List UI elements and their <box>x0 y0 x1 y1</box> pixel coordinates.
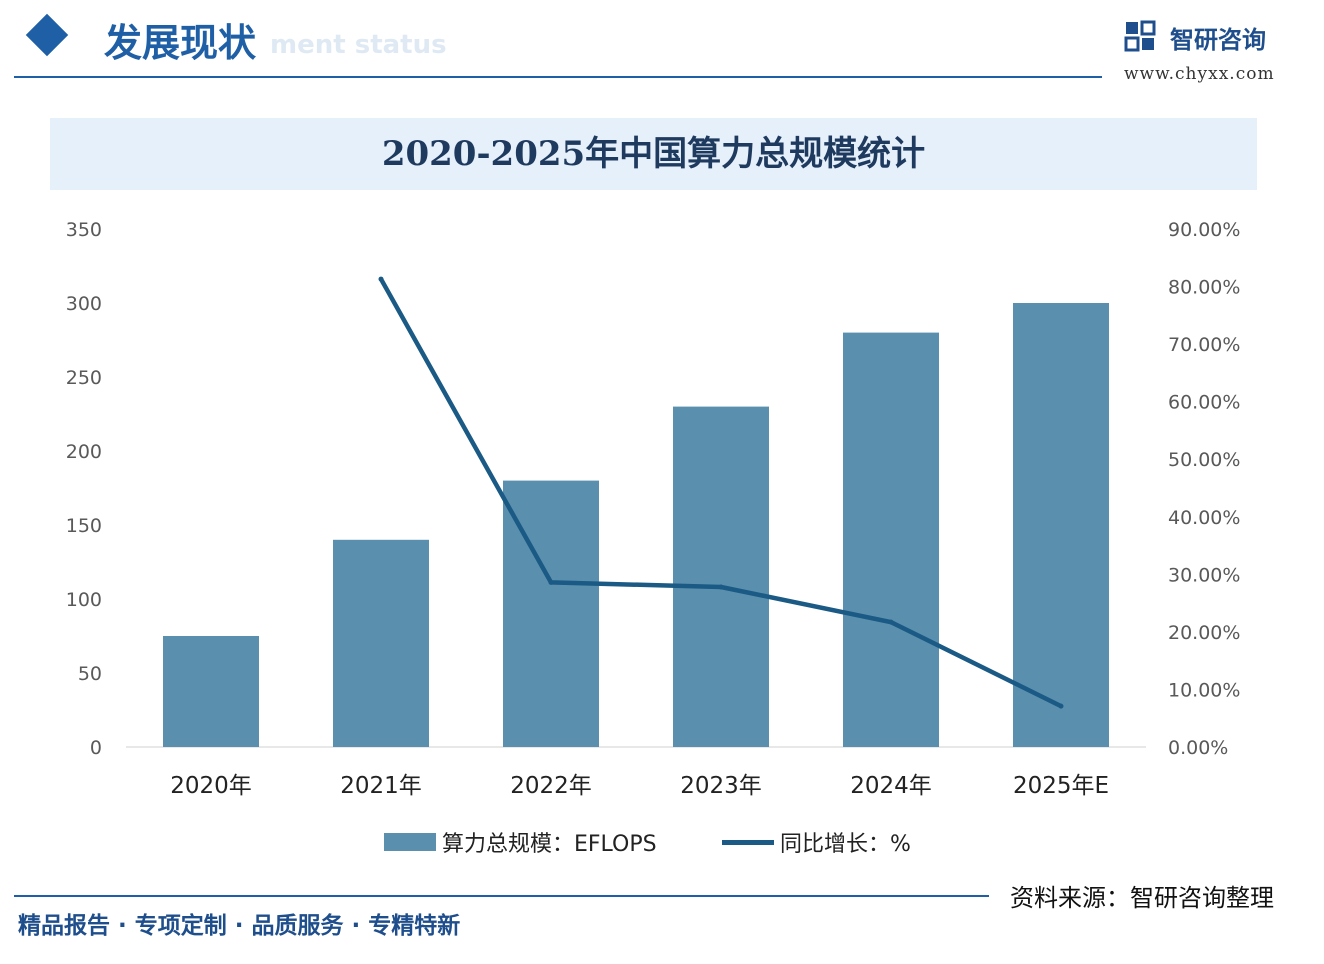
bar <box>673 406 769 747</box>
bar <box>1013 303 1109 747</box>
growth-point <box>888 619 894 625</box>
header: ment status 发展现状 智研咨询 www.chyxx.com <box>0 0 1324 90</box>
y-right-tick-label: 0.00% <box>1168 737 1228 759</box>
legend-item-line: 同比增长：% <box>722 826 911 858</box>
legend-item-bar: 算力总规模：EFLOPS <box>384 826 657 858</box>
x-tick-label: 2025年E <box>1013 773 1109 799</box>
y-right-tick-label: 40.00% <box>1168 507 1240 529</box>
y-left-tick-label: 0 <box>90 737 102 759</box>
y-right-tick-label: 20.00% <box>1168 622 1240 644</box>
legend-label-line: 同比增长：% <box>780 832 911 857</box>
y-left-tick-label: 50 <box>78 663 102 685</box>
y-right-tick-label: 10.00% <box>1168 679 1240 701</box>
logo-url: www.chyxx.com <box>1124 64 1275 84</box>
legend-label-bar: 算力总规模：EFLOPS <box>442 832 657 857</box>
x-tick-label: 2020年 <box>170 773 252 799</box>
x-tick-label: 2024年 <box>850 773 932 799</box>
growth-point <box>548 579 554 585</box>
y-right-tick-label: 70.00% <box>1168 334 1240 356</box>
legend-swatch-bar <box>384 833 436 851</box>
source-note: 资料来源：智研咨询整理 <box>1010 884 1274 912</box>
section-subtitle: ment status <box>270 30 447 60</box>
y-left-tick-label: 350 <box>66 219 102 241</box>
header-divider <box>14 76 1102 78</box>
y-right-tick-label: 80.00% <box>1168 277 1240 299</box>
logo-text: 智研咨询 <box>1170 26 1266 54</box>
bar <box>163 636 259 747</box>
bar <box>843 332 939 747</box>
y-left-tick-label: 100 <box>66 589 102 611</box>
chart-title-banner: 2020-2025年中国算力总规模统计 <box>50 118 1257 190</box>
y-right-tick-label: 50.00% <box>1168 449 1240 471</box>
y-right-tick-label: 60.00% <box>1168 392 1240 414</box>
y-left-tick-label: 250 <box>66 367 102 389</box>
growth-point <box>1058 703 1064 709</box>
x-tick-label: 2023年 <box>680 773 762 799</box>
chart: 0 50 100 150 200 250 300 350 0.00% 10.00% 20.00% 30… <box>66 219 1241 799</box>
diamond-icon <box>25 13 69 57</box>
legend-swatch-line <box>722 839 774 845</box>
y-right-tick-label: 90.00% <box>1168 219 1240 241</box>
y-right-tick-label: 30.00% <box>1168 564 1240 586</box>
y-left-tick-label: 150 <box>66 515 102 537</box>
growth-point <box>718 584 724 590</box>
chart-title: 2020-2025年中国算力总规模统计 <box>381 134 926 174</box>
footer-divider <box>14 895 989 897</box>
logo-icon <box>1124 20 1156 52</box>
growth-point <box>378 276 384 282</box>
y-left-tick-label: 200 <box>66 441 102 463</box>
x-tick-label: 2022年 <box>510 773 592 799</box>
section-title: 发展现状 <box>104 20 257 65</box>
x-tick-label: 2021年 <box>340 773 422 799</box>
y-left-tick-label: 300 <box>66 293 102 315</box>
bar <box>333 539 429 747</box>
footer-tagline: 精品报告 · 专项定制 · 品质服务 · 专精特新 <box>18 913 461 939</box>
